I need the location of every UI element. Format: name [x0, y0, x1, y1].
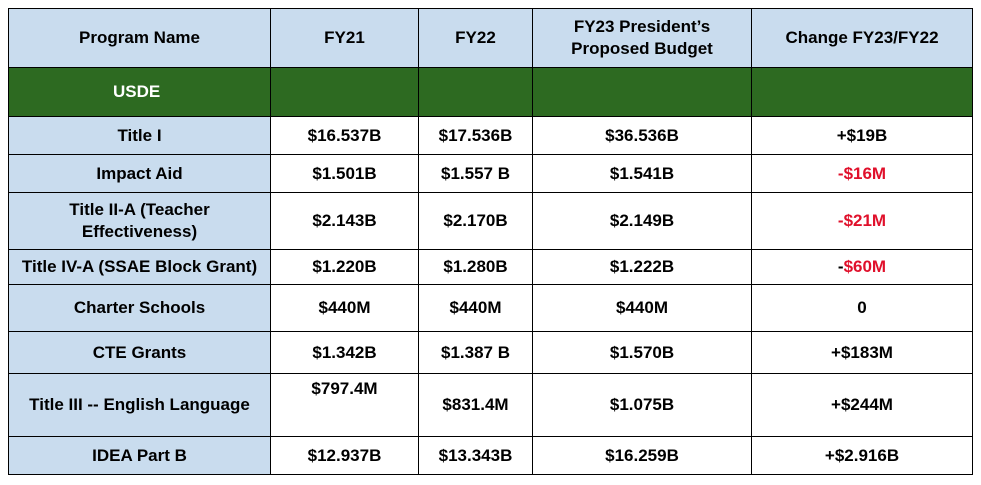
- fy23-cell: $16.259B: [532, 436, 752, 475]
- table-row: CTE Grants $1.342B $1.387 B $1.570B +$18…: [8, 331, 973, 374]
- header-fy21: FY21: [270, 8, 419, 68]
- change-cell: -$16M: [751, 154, 973, 193]
- fy23-cell: $36.536B: [532, 116, 752, 155]
- budget-table-container: Program Name FY21 FY22 FY23 President’s …: [8, 8, 973, 475]
- table-row: Title II-A (Teacher Effectiveness) $2.14…: [8, 192, 973, 250]
- program-name-cell: Charter Schools: [8, 284, 271, 332]
- change-cell: -$21M: [751, 192, 973, 250]
- program-name-cell: Title II-A (Teacher Effectiveness): [8, 192, 271, 250]
- fy23-cell: $1.541B: [532, 154, 752, 193]
- change-cell: -$60M: [751, 249, 973, 285]
- table-row: Charter Schools $440M $440M $440M 0: [8, 284, 973, 332]
- section-cell: [751, 67, 973, 117]
- fy22-cell: $1.387 B: [418, 331, 533, 374]
- header-row: Program Name FY21 FY22 FY23 President’s …: [8, 8, 973, 68]
- fy22-cell: $13.343B: [418, 436, 533, 475]
- section-row-usde: USDE: [8, 67, 973, 117]
- fy21-cell: $16.537B: [270, 116, 419, 155]
- table-row: Title IV-A (SSAE Block Grant) $1.220B $1…: [8, 249, 973, 285]
- header-change: Change FY23/FY22: [751, 8, 973, 68]
- change-cell: +$19B: [751, 116, 973, 155]
- table-row: Impact Aid $1.501B $1.557 B $1.541B -$16…: [8, 154, 973, 193]
- program-name-cell: CTE Grants: [8, 331, 271, 374]
- change-cell: +$183M: [751, 331, 973, 374]
- fy21-cell: $440M: [270, 284, 419, 332]
- change-amount: $60M: [843, 257, 887, 276]
- budget-table: Program Name FY21 FY22 FY23 President’s …: [8, 8, 973, 475]
- fy21-cell: $1.342B: [270, 331, 419, 374]
- fy23-cell: $1.222B: [532, 249, 752, 285]
- fy22-cell: $831.4M: [418, 373, 533, 437]
- change-cell: 0: [751, 284, 973, 332]
- fy22-cell: $1.557 B: [418, 154, 533, 193]
- header-program-name: Program Name: [8, 8, 271, 68]
- program-name-cell: Impact Aid: [8, 154, 271, 193]
- header-fy22: FY22: [418, 8, 533, 68]
- program-name-cell: Title I: [8, 116, 271, 155]
- fy23-cell: $1.570B: [532, 331, 752, 374]
- fy23-cell: $440M: [532, 284, 752, 332]
- fy23-cell: $2.149B: [532, 192, 752, 250]
- section-cell: [270, 67, 419, 117]
- fy21-cell: $2.143B: [270, 192, 419, 250]
- fy21-cell: $797.4M: [270, 373, 419, 437]
- fy22-cell: $2.170B: [418, 192, 533, 250]
- change-cell: +$2.916B: [751, 436, 973, 475]
- table-row: IDEA Part B $12.937B $13.343B $16.259B +…: [8, 436, 973, 475]
- header-fy23: FY23 President’s Proposed Budget: [532, 8, 752, 68]
- change-cell: +$244M: [751, 373, 973, 437]
- fy22-cell: $1.280B: [418, 249, 533, 285]
- section-cell: [418, 67, 533, 117]
- fy22-cell: $440M: [418, 284, 533, 332]
- program-name-cell: Title IV-A (SSAE Block Grant): [8, 249, 271, 285]
- fy23-cell: $1.075B: [532, 373, 752, 437]
- fy22-cell: $17.536B: [418, 116, 533, 155]
- fy21-cell: $12.937B: [270, 436, 419, 475]
- change-sign: -: [837, 257, 844, 276]
- fy21-cell: $1.501B: [270, 154, 419, 193]
- program-name-cell: Title III -- English Language: [8, 373, 271, 437]
- section-label: USDE: [8, 67, 271, 117]
- fy21-cell: $1.220B: [270, 249, 419, 285]
- program-name-cell: IDEA Part B: [8, 436, 271, 475]
- section-cell: [532, 67, 752, 117]
- table-row: Title III -- English Language $797.4M $8…: [8, 373, 973, 437]
- table-row: Title I $16.537B $17.536B $36.536B +$19B: [8, 116, 973, 155]
